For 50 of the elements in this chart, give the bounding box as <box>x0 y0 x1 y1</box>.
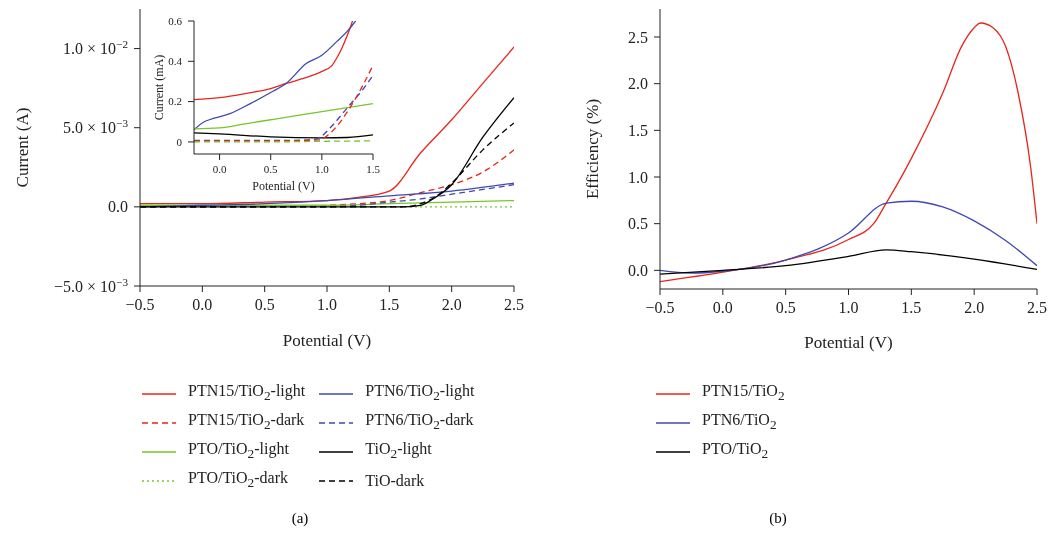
x-tick-label: −0.5 <box>125 296 155 313</box>
x-tick-label: 1.0 <box>314 163 330 175</box>
x-tick-label: 2.0 <box>964 299 985 316</box>
y-tick-label: 0.4 <box>168 55 183 68</box>
legend-label: PTN15/TiO$_{2}$-dark <box>188 411 305 434</box>
legend-label: PTO/TiO$_{2}$-light <box>188 440 289 463</box>
y-tick-label: 0.5 <box>628 215 648 233</box>
y-tick-label: 0.2 <box>168 95 182 108</box>
x-tick-label: 1.0 <box>317 296 337 313</box>
y-tick-label: 1.0 × 10$^{−2}$ <box>63 38 128 58</box>
x-axis-title: Potential (V) <box>252 179 315 193</box>
x-tick-label: 1.5 <box>366 163 381 175</box>
x-tick-label: 0.0 <box>192 296 213 313</box>
text: (a) <box>290 510 310 527</box>
x-axis-title: Potential (V) <box>804 333 893 352</box>
y-tick-label: 2.0 <box>628 75 648 93</box>
y-axis-title: Current (mA) <box>152 54 167 121</box>
x-tick-label: 2.0 <box>441 296 462 313</box>
y-tick-label: 5.0 × 10$^{−3}$ <box>63 117 129 137</box>
x-axis-title: Potential (V) <box>282 331 372 350</box>
x-tick-label: 2.5 <box>1027 299 1047 316</box>
x-tick-label: 0.0 <box>712 299 733 316</box>
legend-label: PTO/TiO$_{2}$-dark <box>188 469 289 492</box>
y-axis-title: Current (A) <box>13 107 33 188</box>
x-tick-label: 2.5 <box>504 296 524 313</box>
y-tick-label: −5.0 × 10$^{−3}$ <box>54 275 129 295</box>
y-tick-label: 0.6 <box>168 14 183 27</box>
x-tick-label: −0.5 <box>645 299 675 316</box>
legend-label: PTO/TiO$_{2}$ <box>702 440 769 463</box>
legend-label: PTN6/TiO$_{2}$-dark <box>365 411 474 434</box>
y-tick-label: 0.0 <box>108 198 128 216</box>
x-tick-label: 0.0 <box>212 163 227 175</box>
y-tick-label: 0.0 <box>628 261 648 279</box>
y-tick-label: 2.5 <box>628 28 648 46</box>
legend-label: PTN6/TiO$_{2}$-light <box>365 382 475 405</box>
y-axis-title: Efficiency (%) <box>583 98 603 200</box>
x-tick-label: 0.5 <box>263 163 279 175</box>
x-tick-label: 1.0 <box>838 299 859 316</box>
text: (b) <box>768 510 788 527</box>
legend-label: PTN15/TiO$_{2}$ <box>702 382 785 405</box>
x-tick-label: 0.5 <box>254 296 275 313</box>
legend-label: TiO$_{2}$-light <box>365 440 432 463</box>
x-tick-label: 1.5 <box>379 296 400 313</box>
legend-label: PTN6/TiO$_{2}$ <box>702 411 777 434</box>
legend-label: PTN15/TiO$_{2}$-light <box>188 382 306 405</box>
y-tick-label: 1.5 <box>628 121 648 139</box>
y-tick-label: 0 <box>176 135 183 148</box>
x-tick-label: 1.5 <box>901 299 922 316</box>
x-tick-label: 0.5 <box>775 299 796 316</box>
legend-label: TiO-dark <box>365 471 425 490</box>
